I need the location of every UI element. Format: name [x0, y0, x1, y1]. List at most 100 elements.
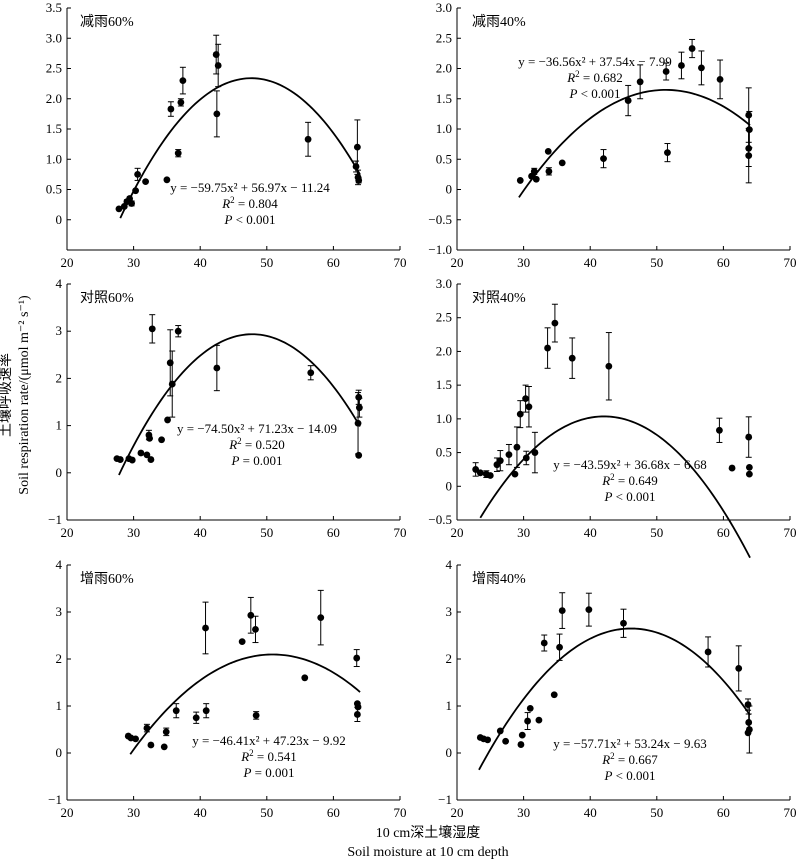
- y-tick-label: 3: [56, 604, 63, 619]
- y-tick-label: 3.5: [46, 0, 62, 15]
- y-tick-label: 2: [56, 651, 63, 666]
- x-tick-label: 60: [717, 805, 730, 820]
- r-squared-label: R2 = 0.520: [228, 436, 285, 452]
- data-point: [128, 200, 136, 207]
- point-marker: [148, 325, 156, 333]
- point-marker: [745, 126, 753, 134]
- r-squared-label: R2 = 0.667: [601, 751, 658, 767]
- point-marker: [202, 624, 209, 632]
- data-point: [252, 615, 259, 644]
- point-marker: [355, 177, 363, 184]
- point-marker: [624, 97, 632, 104]
- data-point: [605, 332, 613, 401]
- point-marker: [128, 456, 136, 464]
- data-point: [532, 175, 540, 183]
- point-marker: [551, 319, 559, 327]
- point-marker: [535, 716, 543, 724]
- data-point: [160, 743, 168, 751]
- point-marker: [132, 735, 139, 743]
- point-marker: [354, 419, 362, 427]
- data-point: [620, 608, 627, 638]
- data-point: [522, 450, 530, 466]
- point-marker: [544, 147, 552, 155]
- point-marker: [162, 728, 170, 736]
- r-squared-label: R2 = 0.541: [240, 748, 297, 764]
- data-point: [174, 149, 182, 158]
- x-tick-label: 40: [584, 525, 597, 540]
- p-value-label: P < 0.001: [603, 489, 655, 504]
- data-point: [116, 456, 124, 463]
- fit-curve: [129, 653, 361, 755]
- data-point: [716, 59, 724, 100]
- point-marker: [252, 625, 259, 633]
- point-marker: [252, 712, 260, 719]
- data-point: [317, 589, 325, 646]
- p-value-label: P = 0.001: [230, 453, 282, 468]
- point-marker: [745, 111, 753, 119]
- data-point: [745, 127, 753, 184]
- data-point: [158, 436, 165, 444]
- point-marker: [522, 454, 530, 462]
- x-tick-label: 20: [61, 525, 74, 540]
- point-marker: [531, 449, 539, 456]
- data-point: [252, 711, 260, 720]
- data-point: [636, 64, 644, 100]
- data-point: [214, 43, 222, 88]
- data-point: [698, 50, 705, 86]
- data-point: [530, 167, 538, 175]
- fit-equation: y = −74.50x² + 71.23x − 14.09: [177, 421, 337, 436]
- p-value-label: P < 0.001: [603, 768, 655, 783]
- point-marker: [532, 175, 540, 183]
- y-tick-label: 1.0: [436, 121, 452, 136]
- point-marker: [511, 470, 519, 478]
- y-tick-label: 1: [56, 698, 63, 713]
- point-marker: [172, 707, 180, 715]
- data-point: [143, 723, 151, 733]
- data-point: [551, 303, 559, 343]
- point-marker: [545, 167, 553, 175]
- data-point: [513, 426, 521, 468]
- data-point: [745, 416, 753, 458]
- x-tick-label: 20: [61, 805, 74, 820]
- y-tick-label: 1.5: [436, 377, 452, 392]
- panel-title: 对照40%: [472, 290, 526, 306]
- panel-5: −1 0 1 2 3 4 20 30 40 50 60 70 增雨60% y = −46.41x² + 4…: [48, 557, 406, 820]
- point-marker: [177, 98, 185, 106]
- x-tick-label: 70: [784, 525, 797, 540]
- x-tick-label: 40: [584, 805, 597, 820]
- data-point: [716, 417, 723, 443]
- point-marker: [745, 464, 753, 471]
- point-marker: [662, 68, 670, 75]
- data-point: [213, 90, 221, 138]
- point-marker: [192, 714, 200, 722]
- data-point: [128, 456, 136, 464]
- data-point: [744, 729, 752, 737]
- data-point: [516, 177, 524, 184]
- point-marker: [735, 665, 743, 672]
- point-marker: [486, 472, 494, 479]
- data-point: [511, 470, 519, 478]
- data-point: [678, 51, 685, 80]
- point-marker: [174, 149, 182, 157]
- point-marker: [355, 393, 363, 401]
- point-marker: [524, 717, 531, 725]
- y-tick-label: −1: [48, 792, 62, 807]
- y-tick-label: −1: [438, 792, 452, 807]
- point-marker: [704, 648, 712, 656]
- point-marker: [353, 654, 361, 662]
- data-point: [202, 703, 210, 719]
- data-point: [179, 66, 187, 95]
- r-squared-label: R2 = 0.804: [221, 195, 278, 211]
- data-point: [516, 400, 524, 429]
- point-marker: [745, 719, 753, 726]
- data-point: [556, 633, 563, 661]
- data-point: [213, 344, 221, 392]
- x-tick-label: 30: [517, 525, 530, 540]
- y-tick-label: 0: [446, 182, 453, 197]
- point-marker: [530, 167, 538, 175]
- point-marker: [238, 638, 246, 646]
- data-point: [167, 101, 175, 117]
- data-point: [585, 592, 593, 627]
- data-point: [704, 636, 712, 668]
- x-tick-label: 20: [451, 255, 464, 270]
